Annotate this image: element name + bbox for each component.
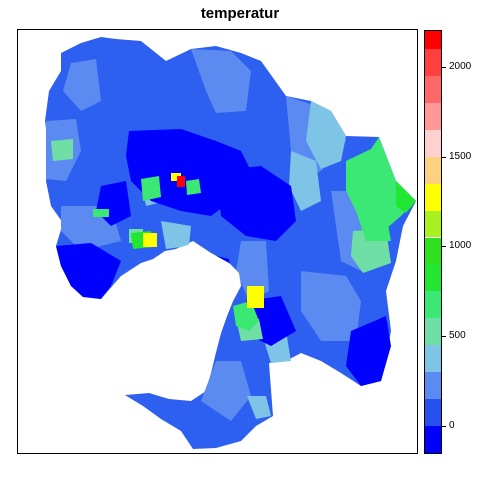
legend-color-step [425,399,441,427]
map-title: temperatur [200,5,280,22]
region-red-hotspot [177,176,185,187]
legend-tick-mark [442,336,446,338]
bay-water [151,243,241,389]
region-green-east2 [371,199,401,229]
region-west-deep [56,243,121,299]
legend-color-step [425,318,441,346]
region-coast-paleblue [247,396,271,419]
region-se-lightblue [301,271,361,341]
region-yellow-south [247,286,264,308]
region-yellow-sw [143,233,157,247]
region-aqua-1 [51,139,73,161]
region-core-east [216,166,296,241]
map-panel [17,29,418,454]
legend-tick-label: 500 [449,330,466,342]
legend-tick-label: 2000 [449,60,472,72]
region-green-west [93,209,109,217]
region-east2-paleblue [289,151,321,211]
legend-color-step [425,291,441,319]
legend-color-step [425,75,441,103]
legend-tick-label: 0 [449,420,455,432]
legend-tick-label: 1000 [449,240,472,252]
legend-color-step [425,426,441,453]
region-green-south [233,301,259,331]
legend-color-step [425,48,441,76]
choropleth-map [45,37,416,449]
regions-lightblue [46,49,373,421]
region-green-nw [186,179,201,195]
legend-tick-mark [442,66,446,68]
region-bgreen-east [396,181,416,213]
legend-color-step [425,183,441,211]
color-legend [424,30,442,454]
legend-tick-mark [442,246,446,248]
region-east-deep [346,316,391,386]
regions-red [177,176,185,187]
legend-color-step [425,345,441,373]
legend-color-step [425,31,441,49]
legend-color-step [425,372,441,400]
legend-color-step [425,237,441,265]
region-north-lightblue [191,49,251,113]
legend-color-step [425,210,441,238]
region-green-mid [141,176,161,201]
region-center-paleblue [161,221,191,249]
region-east-paleblue [306,101,346,169]
region-south-lightblue [201,361,251,421]
legend-color-step [425,264,441,292]
legend-tick-mark [442,156,446,158]
legend-color-step [425,102,441,130]
legend-color-step [425,156,441,184]
legend-tick-label: 1500 [449,150,472,162]
legend-tick-mark [442,426,446,428]
legend-color-step [425,129,441,157]
regions-green [93,137,416,331]
region-nw-lightblue [63,59,101,111]
